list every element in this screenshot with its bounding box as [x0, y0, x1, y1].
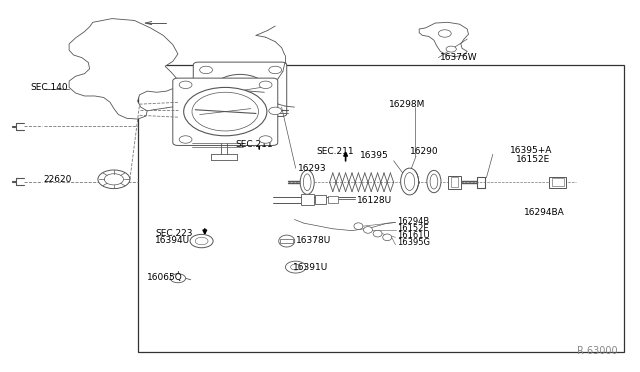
Circle shape: [179, 81, 192, 89]
Text: 16395: 16395: [360, 151, 388, 160]
Ellipse shape: [354, 223, 363, 230]
FancyBboxPatch shape: [193, 62, 287, 116]
Bar: [328, 196, 338, 203]
Text: 16161U: 16161U: [397, 231, 429, 240]
Circle shape: [98, 170, 130, 189]
Ellipse shape: [383, 234, 392, 241]
Text: 16391U: 16391U: [292, 263, 328, 272]
Text: R 63000: R 63000: [577, 346, 618, 356]
Text: SEC.140: SEC.140: [31, 83, 68, 92]
Circle shape: [213, 74, 267, 106]
Text: 16065Q: 16065Q: [147, 273, 183, 282]
Text: 16293: 16293: [298, 164, 326, 173]
Ellipse shape: [373, 230, 382, 237]
Text: 16376W: 16376W: [440, 53, 478, 62]
Text: 16294BA: 16294BA: [524, 208, 564, 217]
Ellipse shape: [430, 174, 438, 189]
Bar: [301, 194, 314, 205]
Bar: [280, 239, 293, 243]
Circle shape: [438, 30, 451, 37]
Circle shape: [195, 237, 208, 245]
Circle shape: [269, 66, 282, 74]
Text: 16290: 16290: [410, 147, 438, 156]
Circle shape: [285, 261, 306, 273]
Text: 16394U: 16394U: [155, 236, 190, 245]
Circle shape: [184, 87, 267, 136]
Ellipse shape: [364, 227, 372, 233]
Ellipse shape: [401, 168, 419, 195]
Text: 16128U: 16128U: [357, 196, 392, 205]
Text: SEC.211: SEC.211: [317, 147, 355, 156]
Circle shape: [259, 136, 272, 143]
Circle shape: [259, 81, 272, 89]
Circle shape: [291, 264, 301, 270]
Circle shape: [192, 92, 259, 131]
Bar: [315, 195, 326, 204]
Polygon shape: [69, 19, 178, 119]
Polygon shape: [419, 22, 468, 57]
Ellipse shape: [404, 173, 415, 190]
Text: 16395+A: 16395+A: [510, 146, 552, 155]
Text: 16378U: 16378U: [296, 236, 331, 245]
Circle shape: [200, 66, 212, 74]
Text: 22620: 22620: [44, 175, 72, 184]
Text: 16294B: 16294B: [397, 217, 429, 226]
Text: SEC.223: SEC.223: [155, 229, 193, 238]
Circle shape: [269, 107, 282, 115]
Text: 16152E: 16152E: [516, 155, 550, 164]
Bar: [552, 178, 564, 186]
Ellipse shape: [427, 170, 441, 193]
Bar: [138, 65, 624, 352]
Circle shape: [179, 136, 192, 143]
Bar: [451, 177, 458, 187]
Ellipse shape: [303, 174, 311, 190]
Bar: [549, 177, 566, 188]
Circle shape: [446, 46, 456, 52]
Ellipse shape: [279, 235, 295, 247]
Text: 16395G: 16395G: [397, 238, 430, 247]
Circle shape: [104, 174, 124, 185]
Circle shape: [190, 234, 213, 248]
FancyBboxPatch shape: [173, 78, 278, 145]
Text: SEC.211: SEC.211: [236, 140, 273, 149]
Text: 16152E: 16152E: [397, 224, 428, 233]
Text: 16298M: 16298M: [388, 100, 425, 109]
Circle shape: [200, 107, 212, 115]
Ellipse shape: [300, 170, 314, 194]
Bar: [448, 176, 461, 189]
Circle shape: [170, 274, 186, 283]
